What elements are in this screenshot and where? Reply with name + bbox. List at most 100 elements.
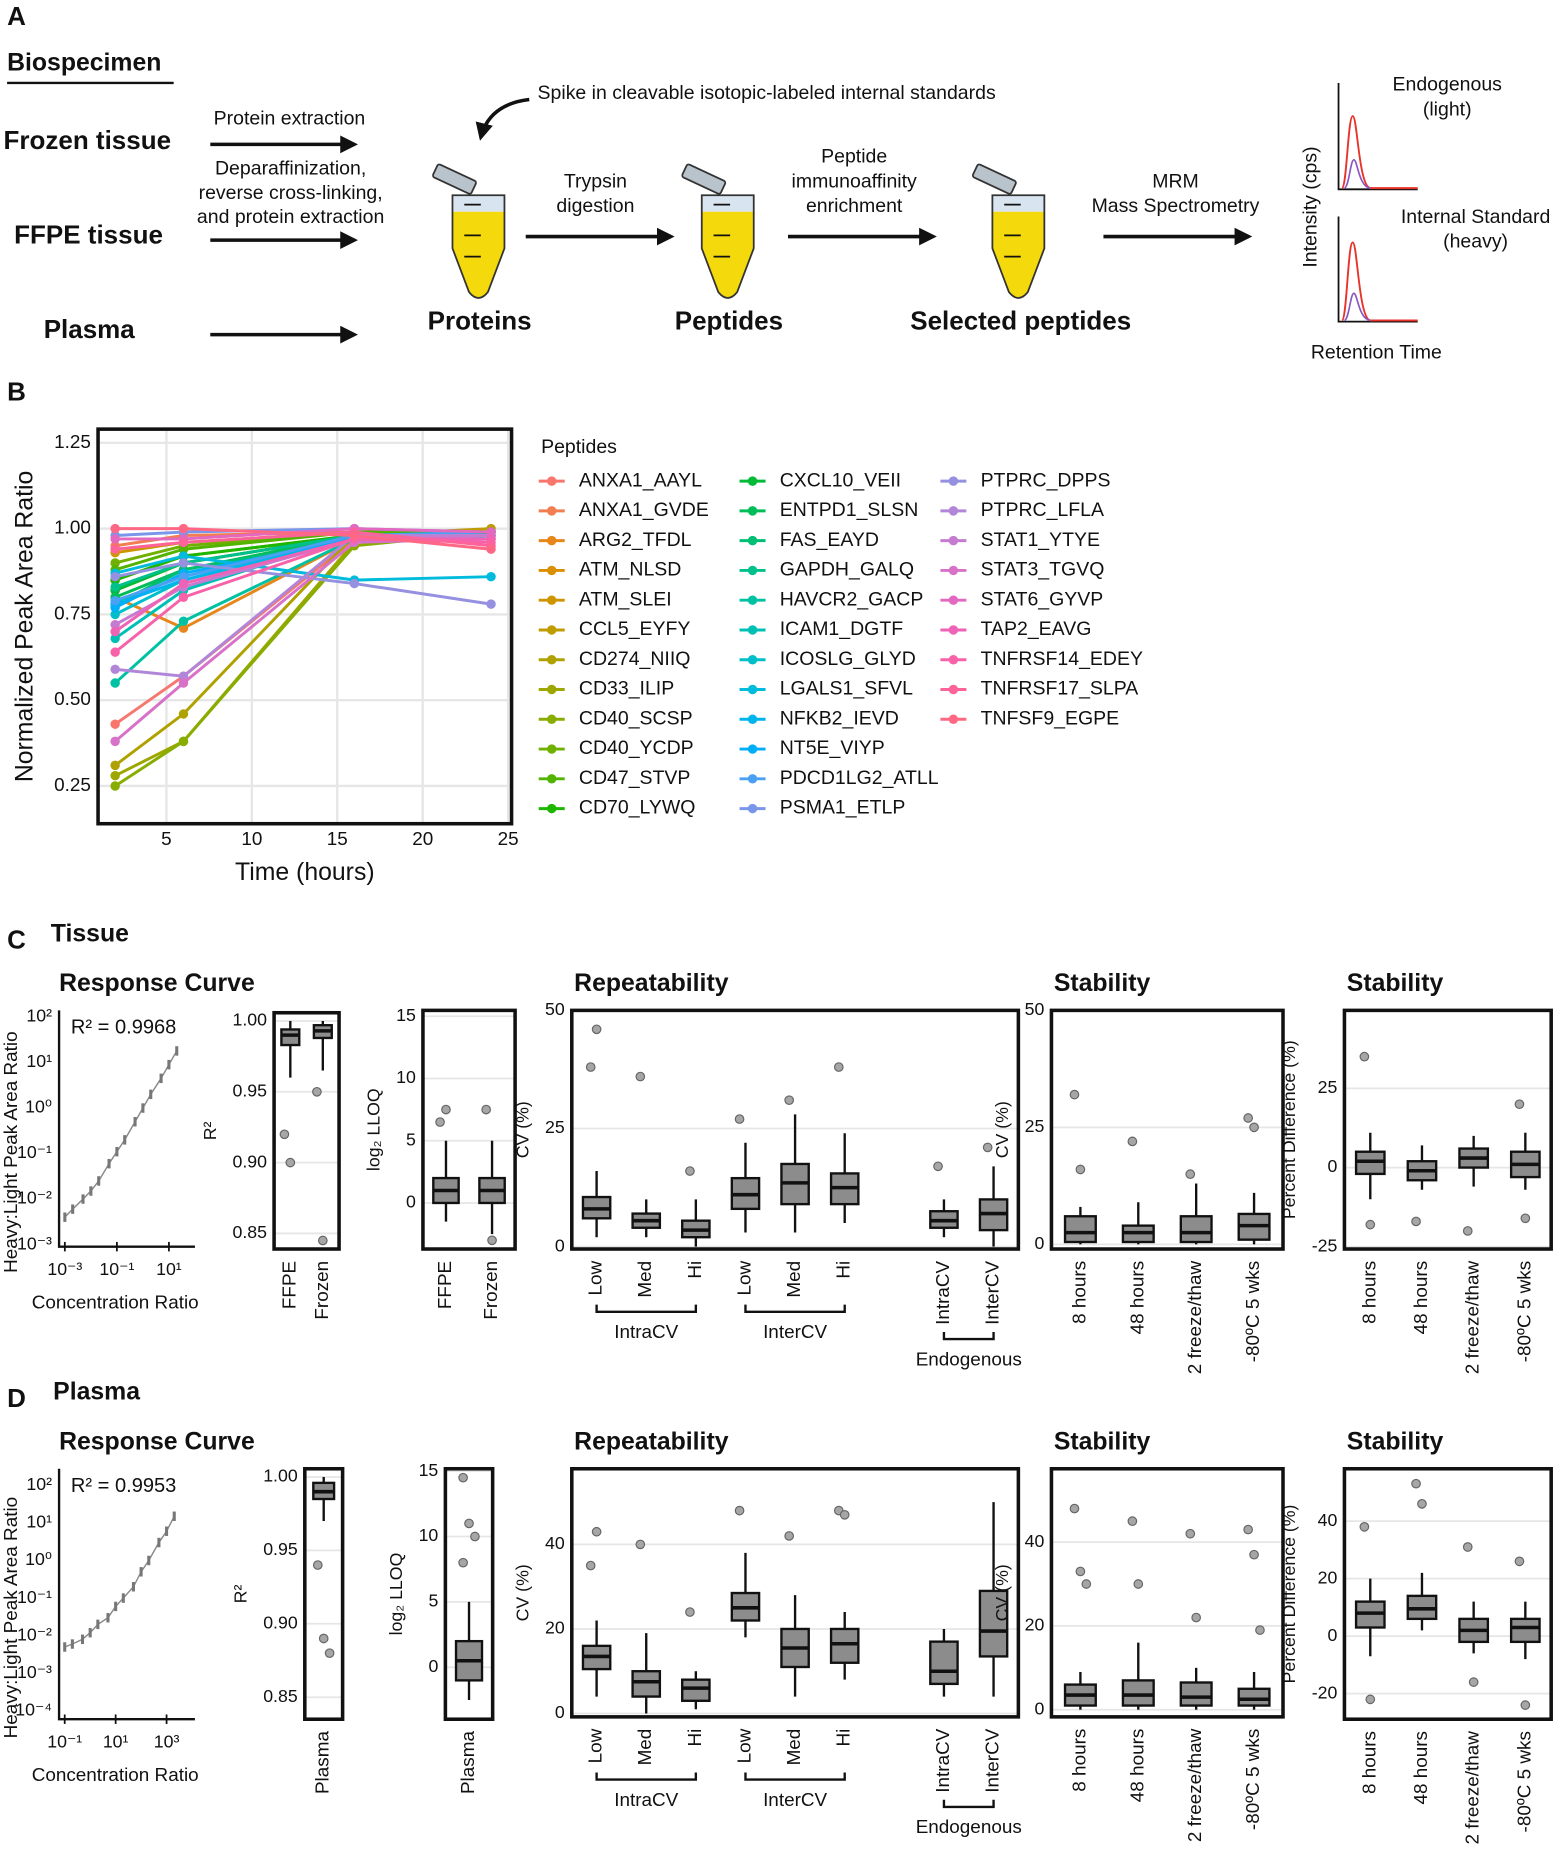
legend-key	[747, 655, 758, 665]
chart-title: Response Curve	[59, 970, 255, 997]
y-axis-label: Percent Difference (%)	[1279, 1505, 1299, 1684]
y-axis-label: CV (%)	[992, 1564, 1012, 1621]
chart-title: Repeatability	[574, 1428, 729, 1455]
y-tick-label: 0	[406, 1192, 416, 1212]
point	[133, 1117, 137, 1127]
y-tick-label: 0.85	[232, 1222, 267, 1242]
y-tick-label: 1.25	[54, 432, 91, 453]
axes	[57, 1468, 195, 1721]
legend-entry: ICOSLG_GLYD	[780, 648, 916, 670]
point	[178, 523, 189, 534]
legend-key	[546, 506, 557, 516]
y-tick-label: 0	[1035, 1233, 1045, 1253]
point	[121, 1593, 125, 1603]
y-tick-label: 10⁻⁴	[15, 1700, 52, 1720]
point	[486, 544, 496, 554]
x-tick-label: Frozen	[312, 1261, 333, 1320]
step-text: and protein extraction	[197, 206, 384, 228]
point	[97, 1176, 101, 1186]
legend-key	[948, 595, 959, 605]
legend-key	[546, 744, 557, 754]
outlier	[1069, 1089, 1080, 1100]
outlier	[312, 1560, 323, 1570]
x-tick-label: -80ºC 5 wks	[1243, 1729, 1264, 1830]
point	[110, 633, 120, 644]
tube	[680, 162, 755, 299]
point	[110, 595, 120, 606]
box	[1179, 1681, 1213, 1707]
product: Selected peptides	[910, 306, 1131, 336]
outlier	[318, 1633, 329, 1644]
legend-key	[948, 476, 959, 486]
outlier	[1359, 1522, 1370, 1532]
legend-key	[747, 625, 758, 635]
legend-key	[546, 774, 557, 784]
product: Peptides	[675, 306, 783, 336]
x-tick-label: 10³	[154, 1732, 180, 1752]
outlier	[1520, 1700, 1531, 1710]
legend-key	[546, 655, 557, 665]
point	[70, 1639, 74, 1649]
outlier	[1255, 1625, 1265, 1635]
outlier	[784, 1531, 795, 1541]
legend-entry: TAP2_EAVG	[981, 618, 1092, 640]
x-tick-label: Med	[784, 1261, 805, 1298]
legend-entry: CD274_NIIQ	[579, 648, 691, 670]
point	[139, 1567, 143, 1577]
outlier	[635, 1071, 646, 1082]
x-tick-label: 10¹	[156, 1259, 182, 1279]
legend-entry: TNFRSF14_EDEY	[981, 648, 1143, 670]
x-tick-label: Low	[586, 1260, 607, 1295]
outlier	[1249, 1549, 1259, 1560]
y-axis-label: Heavy:Light Peak Area Ratio	[1, 1031, 22, 1273]
group-bracket	[595, 1772, 698, 1781]
legend-entry: GAPDH_GALQ	[780, 559, 914, 581]
y-tick-label: 0.50	[54, 689, 91, 710]
x-tick-label: Low	[586, 1728, 607, 1763]
box	[1509, 1617, 1541, 1644]
series-line	[114, 530, 492, 572]
outlier	[1081, 1579, 1092, 1589]
point	[172, 1511, 176, 1521]
x-tick-label: 8 hours	[1359, 1731, 1380, 1794]
y-tick-label: 20	[545, 1618, 565, 1638]
point	[178, 709, 189, 719]
point	[63, 1642, 67, 1652]
outlier	[1365, 1219, 1376, 1230]
point	[159, 1073, 163, 1084]
x-tick-label: 10	[241, 829, 262, 850]
legend-key	[747, 595, 758, 605]
panel-a: A Biospecimen Frozen tissue FFPE tissue …	[4, 1, 1551, 364]
tube	[431, 162, 506, 299]
x-tick-label: Med	[635, 1729, 656, 1766]
plot-frame	[96, 427, 514, 826]
box	[280, 1028, 301, 1047]
annotation: R² = 0.9953	[71, 1475, 176, 1497]
x-tick-label: InterCV	[983, 1260, 1004, 1324]
point	[110, 678, 120, 688]
point	[178, 592, 189, 602]
point	[110, 619, 120, 630]
point	[167, 1059, 171, 1070]
outlier	[285, 1157, 296, 1168]
legend-entry: CXCL10_VEII	[780, 469, 901, 491]
outlier	[833, 1062, 844, 1072]
legend-entry: ANXA1_AAYL	[579, 469, 702, 491]
outlier	[435, 1117, 445, 1127]
legend-entry: CD40_YCDP	[579, 737, 694, 759]
series-line	[114, 534, 492, 678]
outlier	[1359, 1051, 1370, 1062]
point	[110, 602, 120, 613]
point	[80, 1634, 85, 1645]
point	[178, 736, 189, 747]
group-bracket	[595, 1304, 698, 1313]
y-tick-label: 50	[545, 999, 565, 1019]
plot-frame	[421, 1008, 517, 1251]
y-tick-label: 10	[396, 1067, 416, 1087]
outlier	[481, 1104, 491, 1115]
y-axis-label: log₂ LLOQ	[364, 1088, 384, 1171]
point	[81, 1194, 85, 1204]
point	[178, 551, 189, 561]
series-line	[115, 527, 492, 551]
